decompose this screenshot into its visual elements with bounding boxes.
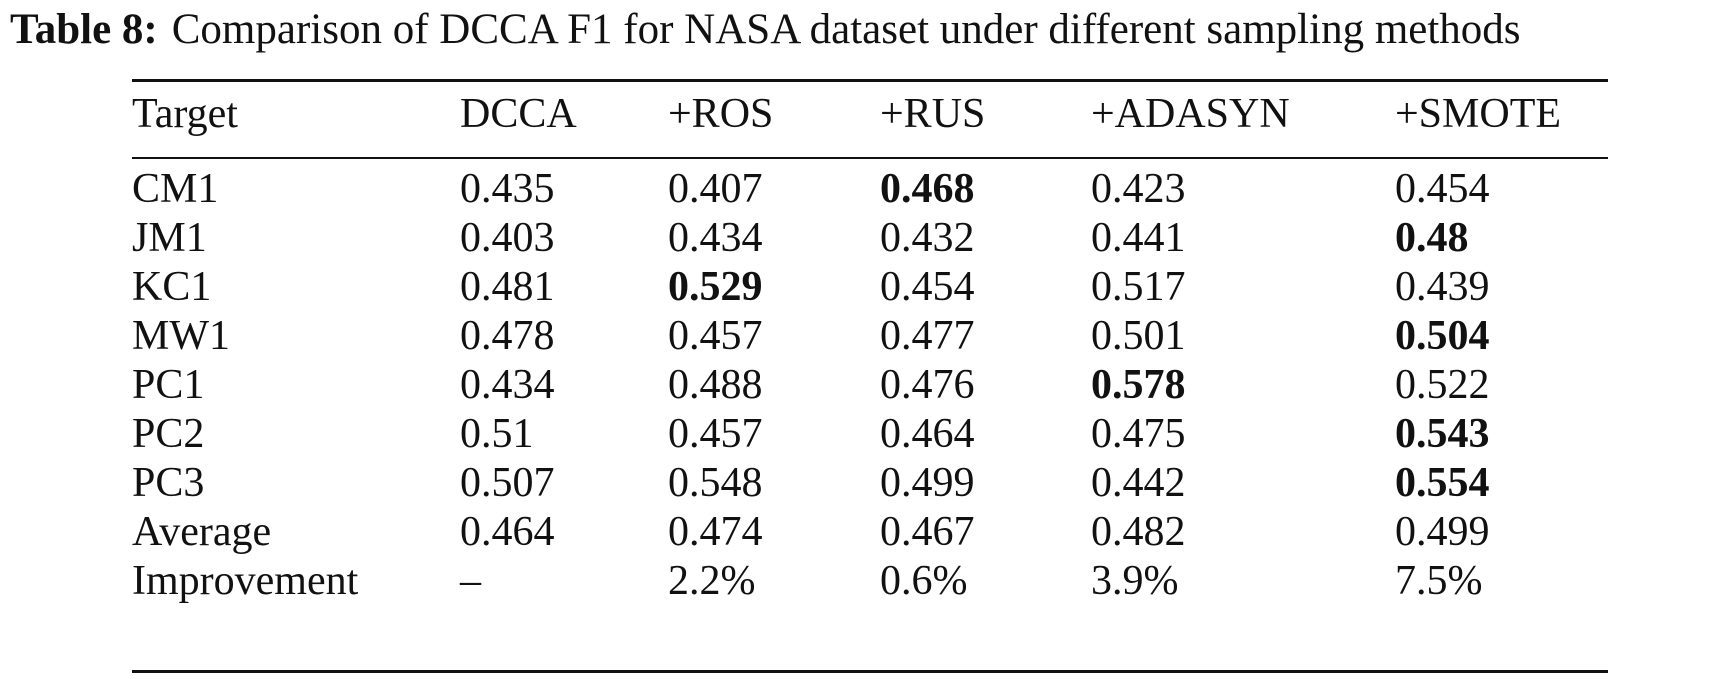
header-ros: +ROS <box>668 91 774 137</box>
cell-smote: 0.554 <box>1395 460 1490 506</box>
cell-adasyn: 0.517 <box>1091 264 1186 310</box>
cell-target: KC1 <box>132 264 212 310</box>
table-top-rule <box>132 79 1608 82</box>
cell-ros: 0.488 <box>668 362 763 408</box>
cell-ros: 0.457 <box>668 313 763 359</box>
cell-smote: 0.48 <box>1395 215 1469 261</box>
cell-target: JM1 <box>132 215 207 261</box>
cell-dcca: 0.434 <box>460 362 555 408</box>
cell-target: Improvement <box>132 558 359 604</box>
cell-adasyn: 0.501 <box>1091 313 1186 359</box>
cell-rus: 0.432 <box>880 215 975 261</box>
header-adasyn: +ADASYN <box>1091 91 1290 137</box>
cell-adasyn: 0.441 <box>1091 215 1186 261</box>
cell-smote: 0.543 <box>1395 411 1490 457</box>
header-target: Target <box>132 91 238 137</box>
cell-target: PC3 <box>132 460 205 506</box>
cell-smote: 0.504 <box>1395 313 1490 359</box>
cell-ros: 2.2% <box>668 558 756 604</box>
cell-smote: 0.439 <box>1395 264 1490 310</box>
cell-rus: 0.476 <box>880 362 975 408</box>
cell-rus: 0.468 <box>880 166 975 212</box>
cell-rus: 0.499 <box>880 460 975 506</box>
cell-dcca: 0.464 <box>460 509 555 555</box>
caption-text: Comparison of DCCA F1 for NASA dataset u… <box>171 6 1521 53</box>
table-header-rule <box>132 157 1608 159</box>
cell-smote: 7.5% <box>1395 558 1483 604</box>
cell-rus: 0.454 <box>880 264 975 310</box>
cell-adasyn: 0.442 <box>1091 460 1186 506</box>
cell-adasyn: 3.9% <box>1091 558 1179 604</box>
cell-ros: 0.457 <box>668 411 763 457</box>
cell-dcca: 0.435 <box>460 166 555 212</box>
cell-target: Average <box>132 509 272 555</box>
table-caption: Table 8: Comparison of DCCA F1 for NASA d… <box>10 4 1521 56</box>
cell-dcca: 0.51 <box>460 411 534 457</box>
header-rus: +RUS <box>880 91 986 137</box>
cell-dcca: 0.481 <box>460 264 555 310</box>
cell-dcca: 0.507 <box>460 460 555 506</box>
cell-ros: 0.474 <box>668 509 763 555</box>
table-bottom-rule <box>132 670 1608 673</box>
cell-rus: 0.477 <box>880 313 975 359</box>
cell-rus: 0.464 <box>880 411 975 457</box>
cell-dcca: 0.478 <box>460 313 555 359</box>
cell-dcca: – <box>460 558 481 604</box>
cell-ros: 0.548 <box>668 460 763 506</box>
cell-rus: 0.6% <box>880 558 968 604</box>
cell-rus: 0.467 <box>880 509 975 555</box>
header-smote: +SMOTE <box>1395 91 1562 137</box>
cell-dcca: 0.403 <box>460 215 555 261</box>
cell-target: CM1 <box>132 166 219 212</box>
cell-adasyn: 0.578 <box>1091 362 1186 408</box>
cell-smote: 0.522 <box>1395 362 1490 408</box>
cell-ros: 0.434 <box>668 215 763 261</box>
cell-target: PC2 <box>132 411 205 457</box>
caption-label: Table 8: <box>10 6 158 53</box>
header-dcca: DCCA <box>460 91 577 137</box>
cell-adasyn: 0.482 <box>1091 509 1186 555</box>
cell-target: MW1 <box>132 313 230 359</box>
cell-adasyn: 0.475 <box>1091 411 1186 457</box>
cell-ros: 0.529 <box>668 264 763 310</box>
cell-target: PC1 <box>132 362 205 408</box>
cell-smote: 0.454 <box>1395 166 1490 212</box>
cell-adasyn: 0.423 <box>1091 166 1186 212</box>
cell-ros: 0.407 <box>668 166 763 212</box>
cell-smote: 0.499 <box>1395 509 1490 555</box>
